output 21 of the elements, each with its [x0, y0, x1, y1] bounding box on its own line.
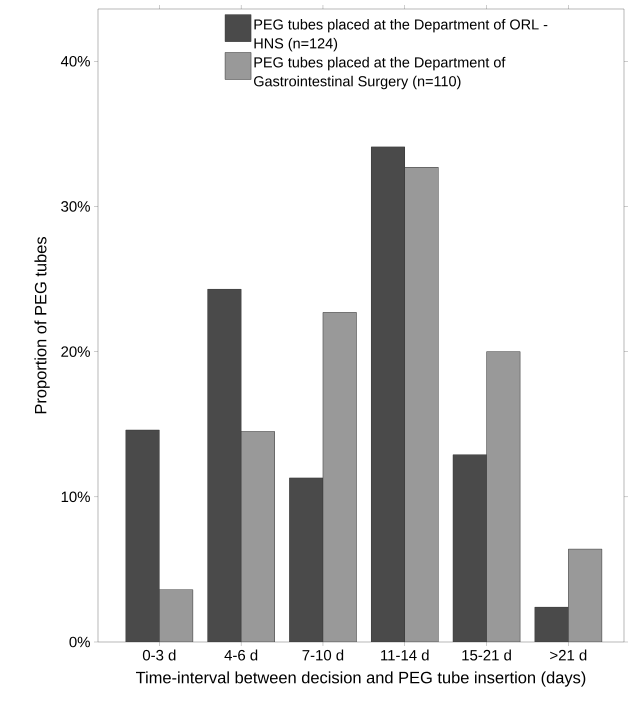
y-tick-label: 30%	[61, 201, 90, 212]
bar	[241, 431, 275, 642]
x-tick-label: 4-6 d	[224, 650, 258, 660]
x-tick-label: 15-21 d	[462, 650, 511, 660]
bar	[159, 590, 193, 642]
bar	[322, 312, 356, 642]
y-tick-label: 20%	[61, 346, 90, 357]
bar	[404, 167, 438, 642]
x-tick-label: 7-10 d	[302, 650, 344, 660]
y-tick-label: 0%	[69, 636, 90, 648]
legend-label: PEG tubes placed at the Department of ORL - HNS (n=124)	[254, 18, 548, 52]
y-tick-label: 40%	[60, 56, 90, 67]
legend-label: PEG tubes placed at the Department of Gastrointestinal Surgery (n=110)	[254, 56, 506, 90]
bar	[486, 352, 520, 642]
bar	[568, 548, 602, 642]
x-tick-label: 0-3 d	[142, 650, 176, 660]
y-tick-label: 10%	[62, 492, 90, 502]
x-tick-label: 11-14 d	[381, 650, 429, 660]
x-tick-label: >21 d	[550, 650, 586, 660]
x-axis-title: Time-interval between decision and PEG tube insertion (days)	[136, 671, 586, 687]
y-axis-title: Proportion of PEG tubes	[34, 237, 50, 414]
